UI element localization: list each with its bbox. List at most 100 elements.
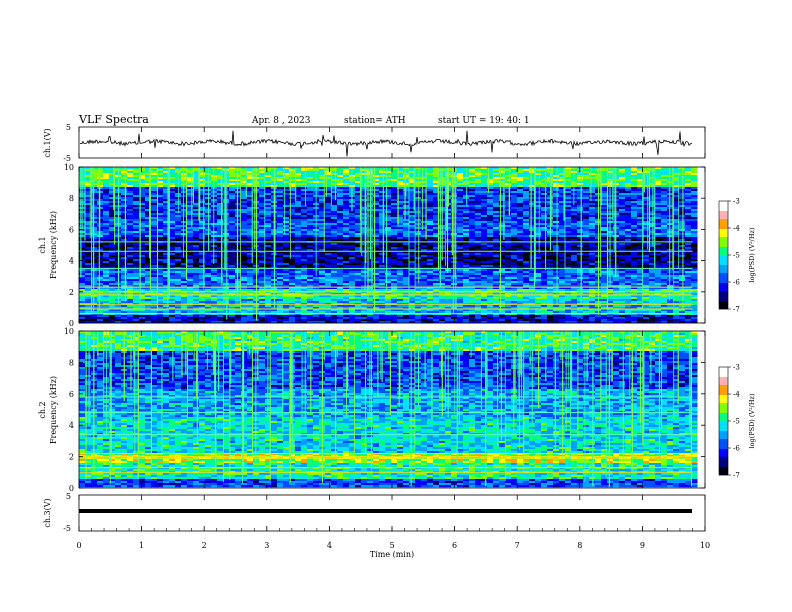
spectrogram-cell [631, 261, 638, 264]
spectrogram-cell [493, 243, 500, 246]
spectrogram-cell [589, 191, 596, 194]
spectrogram-cell [631, 227, 638, 230]
spectrogram-cell [517, 249, 524, 252]
spectrogram-cell [637, 173, 644, 176]
spectrogram-cell [139, 175, 146, 178]
spectrogram-cell [493, 199, 500, 202]
spectrogram-cell [523, 243, 530, 246]
spectrogram-cell [475, 195, 482, 198]
spectrogram-cell [445, 219, 452, 222]
spectrogram-cell [535, 203, 542, 206]
spectrogram-cell [187, 185, 194, 188]
spectrogram-cell [505, 235, 512, 238]
spectrogram-cell [361, 167, 368, 170]
spectrogram-cell [571, 239, 578, 242]
spectrogram-cell [625, 233, 632, 236]
spectrogram-cell [175, 259, 182, 262]
spectrogram-cell [529, 219, 536, 222]
spectrogram-cell [637, 189, 644, 192]
spectrogram-cell [169, 243, 176, 246]
spectrogram-cell [523, 235, 530, 238]
spectrogram-cell [391, 167, 398, 170]
spectrogram-cell [397, 173, 404, 176]
spectrogram-cell [91, 243, 98, 246]
spectrogram-cell [307, 243, 314, 246]
spectrogram-cell [109, 261, 116, 264]
spectrogram-cell [259, 211, 266, 214]
spectrogram-cell [637, 191, 644, 194]
spectrogram-cell [661, 229, 668, 232]
spectrogram-cell [409, 195, 416, 198]
spectrogram-cell [85, 229, 92, 232]
spectrogram-cell [151, 223, 158, 226]
spectrogram-cell [283, 263, 290, 266]
spectrogram-cell [127, 223, 134, 226]
spectrogram-cell [529, 223, 536, 226]
spectrogram-cell [121, 225, 128, 228]
spectrogram-cell [403, 237, 410, 240]
spectrogram-cell [163, 173, 170, 176]
spectrogram-cell [103, 221, 110, 224]
spectrogram-cell [181, 207, 188, 210]
spectrogram-cell [331, 219, 338, 222]
spectrogram-cell [403, 181, 410, 184]
spectrogram-cell [631, 187, 638, 190]
spectrogram-cell [637, 181, 644, 184]
spectrogram-cell [577, 201, 584, 204]
spectrogram-cell [649, 261, 656, 264]
spectrogram-cell [127, 247, 134, 250]
spectrogram-cell [403, 183, 410, 186]
spectrogram-cell [601, 181, 608, 184]
spectrogram-cell [619, 221, 626, 224]
spectrogram-cell [385, 229, 392, 232]
spectrogram-cell [373, 181, 380, 184]
spectrogram-cell [415, 251, 422, 254]
spectrogram-cell [457, 201, 464, 204]
spectrogram-cell [637, 199, 644, 202]
spectrogram-cell [625, 243, 632, 246]
spectrogram-cell [529, 221, 536, 224]
spectrogram-cell [649, 237, 656, 240]
spectrogram-cell [487, 183, 494, 186]
spectrogram-cell [301, 229, 308, 232]
spectrogram-cell [421, 205, 428, 208]
spectrogram-cell [325, 223, 332, 226]
spectrogram-cell [295, 189, 302, 192]
spectrogram-cell [517, 177, 524, 180]
spectrogram-cell [331, 223, 338, 226]
spectrogram-cell [649, 189, 656, 192]
spectrogram-cell [235, 223, 242, 226]
spectrogram-cell [235, 167, 242, 170]
spectrogram-cell [241, 257, 248, 260]
spectrogram-cell [301, 231, 308, 234]
spectrogram-cell [397, 187, 404, 190]
spectrogram-cell [91, 239, 98, 242]
spectrogram-cell [157, 171, 164, 174]
spectrogram-cell [217, 193, 224, 196]
spectrogram-cell [409, 243, 416, 246]
spectrogram-cell [277, 207, 284, 210]
spectrogram-cell [241, 195, 248, 198]
spectrogram-cell [343, 231, 350, 234]
spectrogram-cell [685, 205, 692, 208]
spectrogram-cell [151, 249, 158, 252]
spectrogram-cell [307, 193, 314, 196]
spectrogram-cell [421, 245, 428, 248]
spectrogram-cell [175, 217, 182, 220]
spectrogram-cell [523, 181, 530, 184]
spectrogram-cell [85, 195, 92, 198]
spectrogram-cell [625, 185, 632, 188]
spectrogram-cell [565, 233, 572, 236]
spectrogram-cell [157, 259, 164, 262]
spectrogram-cell [241, 197, 248, 200]
spectrogram-cell [583, 183, 590, 186]
spectrogram-cell [415, 189, 422, 192]
spectrogram-cell [187, 225, 194, 228]
spectrogram-cell [499, 183, 506, 186]
spectrogram-cell [655, 251, 662, 254]
spectrogram-cell [319, 245, 326, 248]
spectrogram-cell [379, 261, 386, 264]
spectrogram-cell [499, 225, 506, 228]
spectrogram-cell [403, 173, 410, 176]
spectrogram-cell [565, 193, 572, 196]
